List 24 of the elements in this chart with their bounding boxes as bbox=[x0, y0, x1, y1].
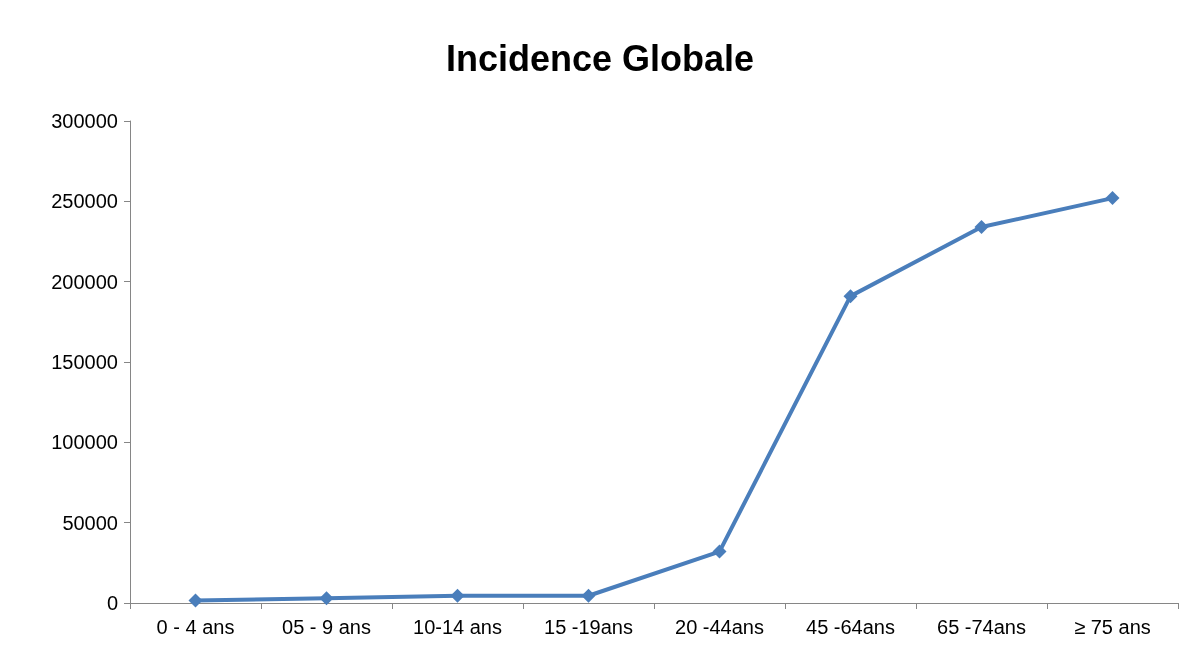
y-tick-label: 150000 bbox=[51, 351, 118, 373]
x-tick-label: 65 -74ans bbox=[937, 616, 1026, 638]
x-tick-label: 10-14 ans bbox=[413, 616, 502, 638]
x-tick-label: 15 -19ans bbox=[544, 616, 633, 638]
y-tick-label: 50000 bbox=[62, 511, 118, 534]
x-tick-label: 0 - 4 ans bbox=[156, 616, 235, 638]
x-tick-label: 05 - 9 ans bbox=[282, 616, 371, 638]
x-tick-label: 20 -44ans bbox=[675, 616, 764, 638]
point bbox=[450, 588, 465, 603]
y-tick-label: 0 bbox=[106, 592, 118, 614]
y-tick-label: 300000 bbox=[51, 110, 118, 132]
point bbox=[974, 220, 989, 235]
point bbox=[319, 591, 334, 606]
point bbox=[1105, 191, 1120, 206]
point bbox=[188, 593, 203, 608]
y-tick-label: 100000 bbox=[51, 431, 118, 454]
x-tick-label: ≥ 75 ans bbox=[1074, 616, 1151, 638]
point bbox=[581, 588, 596, 603]
chart-title: Incidence Globale bbox=[445, 37, 755, 79]
point bbox=[843, 289, 858, 304]
x-tick-label: 45 -64ans bbox=[806, 616, 895, 638]
point bbox=[712, 544, 727, 559]
y-tick-label: 250000 bbox=[51, 190, 118, 213]
y-tick-label: 200000 bbox=[51, 270, 118, 293]
